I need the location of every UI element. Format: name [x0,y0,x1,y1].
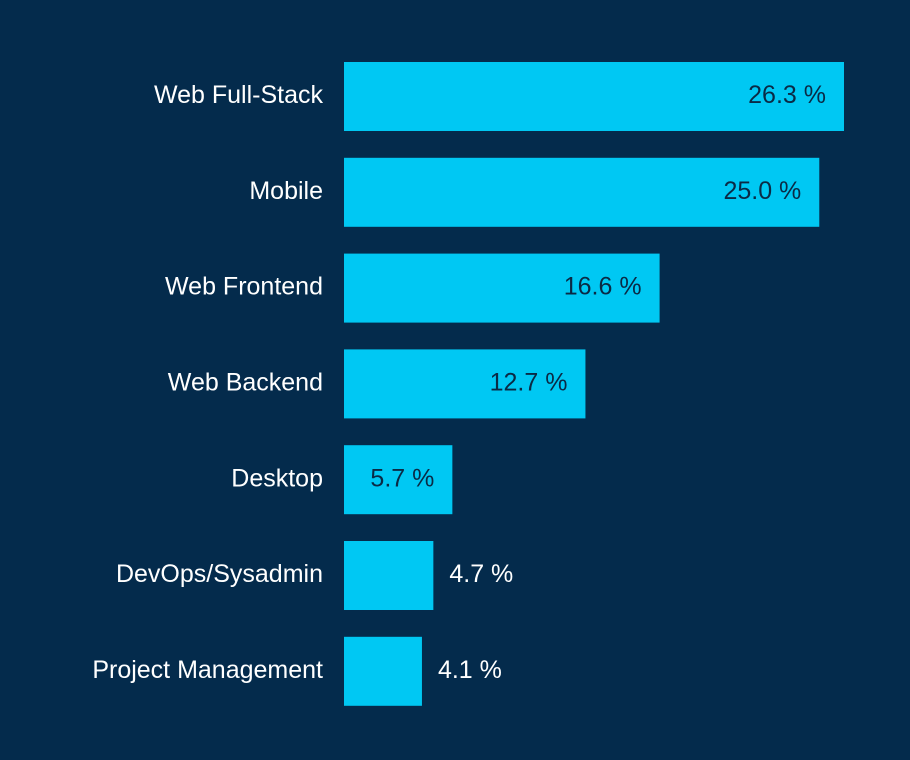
bar [344,445,453,515]
bar [344,636,422,706]
category-label: Web Backend [168,369,323,397]
value-label: 4.1 % [438,656,502,684]
value-label: 25.0 % [723,177,801,205]
value-label: 5.7 % [370,464,434,492]
value-label: 26.3 % [748,81,826,109]
bars [344,62,844,706]
category-label: Web Frontend [165,273,323,301]
category-label: Web Full-Stack [154,81,324,109]
value-label: 12.7 % [490,369,568,397]
category-label: Mobile [249,177,323,205]
bar [344,253,660,323]
bar [344,541,434,610]
bar [344,157,820,227]
category-label: Project Management [92,656,323,684]
category-labels: Web Full-Stack Mobile Web Frontend Web Back… [92,81,323,684]
value-labels: 26.3 % 25.0 % 16.6 % 12.7 % 5.7 % 4.7 % 4.1 % [370,81,826,684]
bar [344,349,586,419]
value-label: 4.7 % [449,560,513,588]
category-label: DevOps/Sysadmin [116,560,323,588]
bar [344,62,844,131]
category-label: Desktop [231,464,323,492]
value-label: 16.6 % [564,273,642,301]
